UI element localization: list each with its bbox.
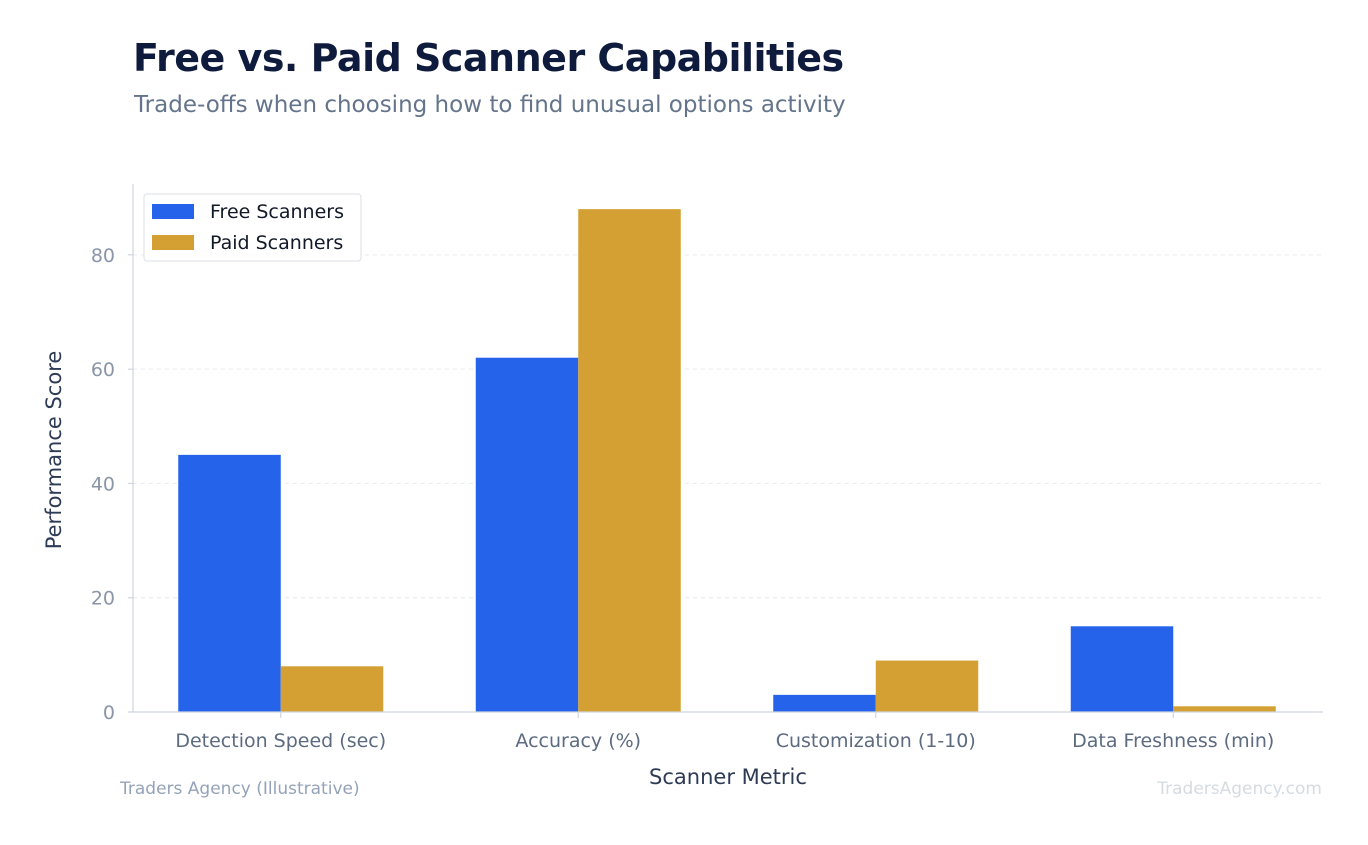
chart-title: Free vs. Paid Scanner Capabilities — [133, 36, 844, 80]
chart-subtitle: Trade-offs when choosing how to find unu… — [134, 92, 846, 118]
watermark: TradersAgency.com — [1157, 779, 1322, 799]
legend: Free Scanners Paid Scanners — [143, 193, 362, 262]
bar-paid-2 — [875, 660, 979, 712]
bar-paid-0 — [280, 666, 384, 712]
x-tick-label: Customization (1-10) — [776, 730, 976, 752]
y-tick-label: 80 — [91, 245, 115, 267]
legend-label: Free Scanners — [210, 201, 344, 223]
x-ticks: Detection Speed (sec) Accuracy (%) Customi… — [175, 712, 1274, 752]
bar-paid-3 — [1173, 706, 1276, 712]
y-tick-label: 20 — [91, 588, 115, 610]
source-note: Traders Agency (Illustrative) — [120, 779, 360, 799]
bar-paid-1 — [578, 209, 681, 712]
axes — [132, 184, 1323, 713]
bars — [178, 209, 1276, 712]
x-axis-label: Scanner Metric — [649, 765, 807, 789]
bar-free-1 — [475, 357, 579, 712]
bar-free-3 — [1070, 626, 1174, 712]
legend-swatch — [152, 204, 194, 219]
bar-free-2 — [773, 694, 876, 712]
y-tick-label: 40 — [91, 473, 115, 495]
y-ticks: 0 20 40 60 80 — [91, 245, 133, 724]
bar-free-0 — [178, 454, 281, 712]
legend-label: Paid Scanners — [210, 232, 343, 254]
y-axis-label: Performance Score — [42, 351, 66, 550]
grid-lines — [133, 254, 1323, 599]
x-tick-label: Accuracy (%) — [515, 730, 641, 752]
legend-swatch — [152, 235, 194, 250]
x-tick-label: Detection Speed (sec) — [175, 730, 386, 752]
legend-box — [143, 193, 362, 262]
y-tick-label: 0 — [103, 702, 115, 724]
y-tick-label: 60 — [91, 359, 115, 381]
x-tick-label: Data Freshness (min) — [1072, 730, 1274, 752]
